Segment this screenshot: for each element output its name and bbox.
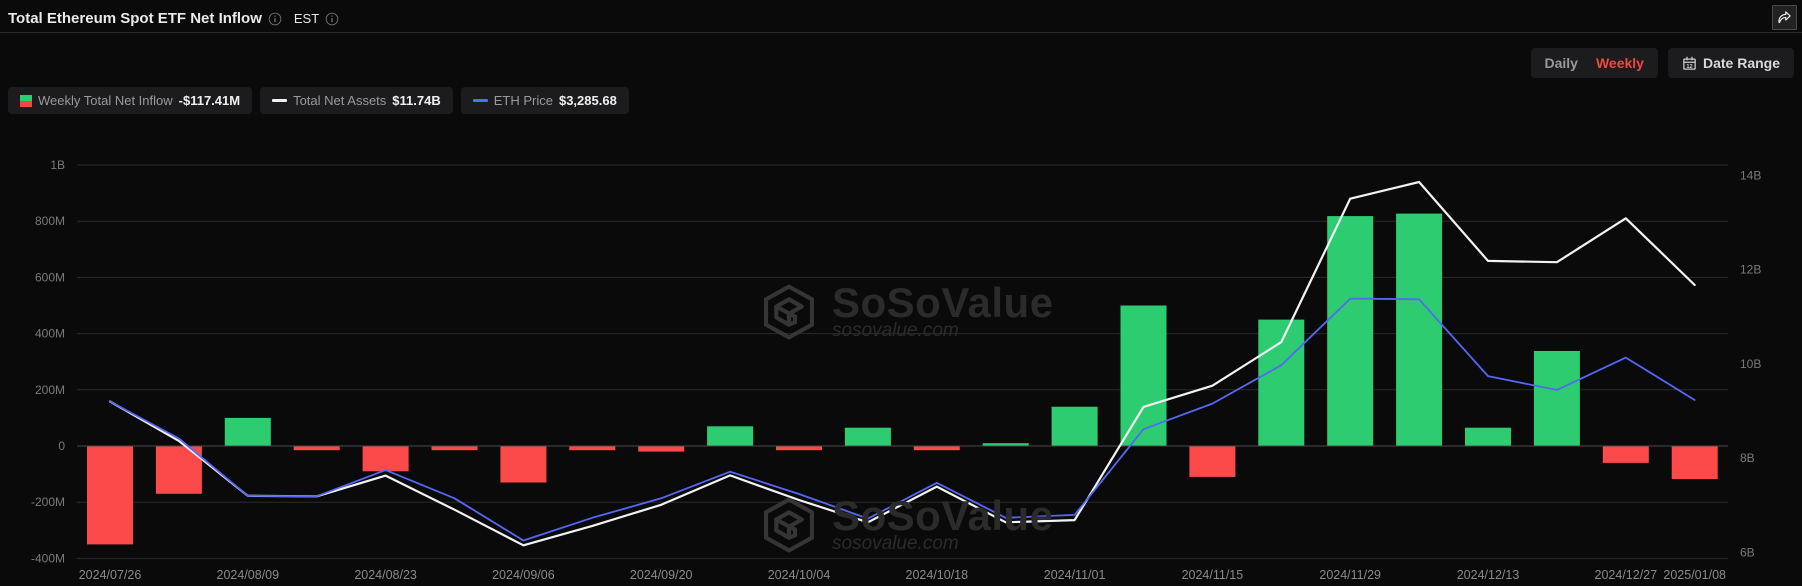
svg-text:2025/01/08: 2025/01/08 — [1663, 568, 1726, 582]
svg-text:200M: 200M — [35, 383, 65, 397]
svg-text:0: 0 — [58, 439, 65, 453]
svg-text:12B: 12B — [1740, 263, 1761, 277]
svg-text:800M: 800M — [35, 214, 65, 228]
svg-text:2024/11/01: 2024/11/01 — [1044, 568, 1106, 582]
svg-text:6B: 6B — [1740, 546, 1755, 560]
svg-text:600M: 600M — [35, 270, 65, 284]
svg-text:2024/08/09: 2024/08/09 — [217, 568, 280, 582]
svg-text:8B: 8B — [1740, 451, 1755, 465]
svg-text:10B: 10B — [1740, 357, 1761, 371]
svg-text:-400M: -400M — [31, 551, 65, 565]
svg-text:2024/11/15: 2024/11/15 — [1182, 568, 1244, 582]
svg-text:2024/07/26: 2024/07/26 — [79, 568, 142, 582]
svg-text:2024/09/20: 2024/09/20 — [630, 568, 693, 582]
svg-text:2024/10/18: 2024/10/18 — [906, 568, 969, 582]
svg-text:2024/09/06: 2024/09/06 — [492, 568, 555, 582]
svg-text:-200M: -200M — [31, 495, 65, 509]
svg-text:2024/08/23: 2024/08/23 — [354, 568, 417, 582]
svg-text:1B: 1B — [50, 158, 65, 172]
svg-text:2024/11/29: 2024/11/29 — [1319, 568, 1381, 582]
svg-text:400M: 400M — [35, 327, 65, 341]
svg-text:2024/12/13: 2024/12/13 — [1457, 568, 1520, 582]
svg-text:14B: 14B — [1740, 168, 1761, 182]
svg-text:2024/12/27: 2024/12/27 — [1595, 568, 1658, 582]
svg-text:2024/10/04: 2024/10/04 — [768, 568, 831, 582]
